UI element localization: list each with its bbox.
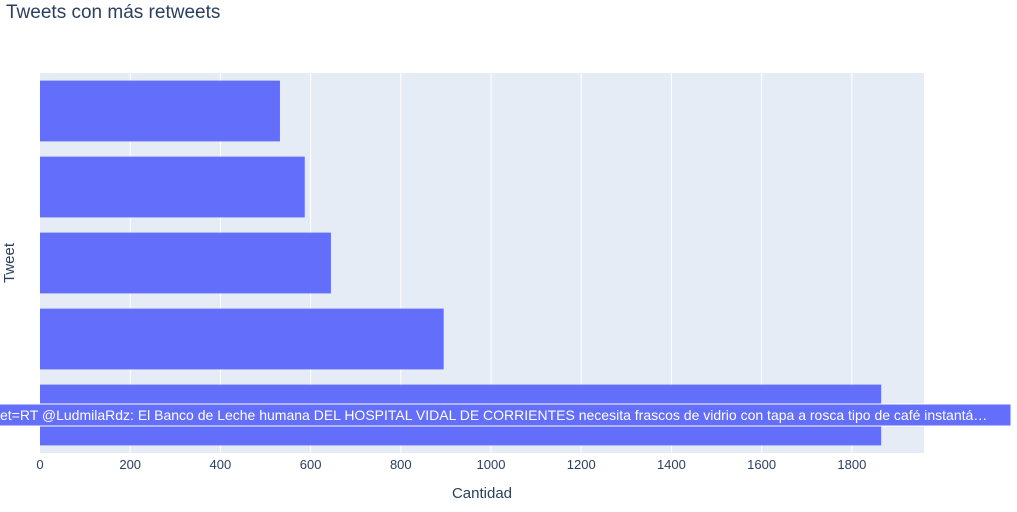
y-axis-title: Tweet <box>1 242 18 283</box>
x-tick-label: 400 <box>210 457 232 472</box>
x-tick-label: 1200 <box>567 457 596 472</box>
x-tick-label: 0 <box>36 457 43 472</box>
x-tick-labels: 0 200 400 600 800 1000 1200 1400 1600 1800 <box>36 457 866 472</box>
bar[interactable] <box>40 80 280 142</box>
x-tick-label: 1800 <box>837 457 866 472</box>
bar[interactable] <box>40 308 444 370</box>
bar[interactable] <box>40 232 331 294</box>
x-tick-label: 1400 <box>657 457 686 472</box>
x-tick-label: 200 <box>119 457 141 472</box>
hover-tooltip: et=RT @LudmilaRdz: El Banco de Leche hum… <box>0 403 1012 427</box>
x-tick-label: 1600 <box>747 457 776 472</box>
chart-title: Tweets con más retweets <box>6 2 221 23</box>
x-axis-title: Cantidad <box>452 485 512 502</box>
x-tick-label: 1000 <box>477 457 506 472</box>
bars <box>40 80 882 446</box>
x-tick-label: 800 <box>390 457 412 472</box>
hover-box <box>0 403 1012 427</box>
x-tick-label: 600 <box>300 457 322 472</box>
bar[interactable] <box>40 156 305 218</box>
hover-label: et=RT @LudmilaRdz: El Banco de Leche hum… <box>0 407 987 423</box>
